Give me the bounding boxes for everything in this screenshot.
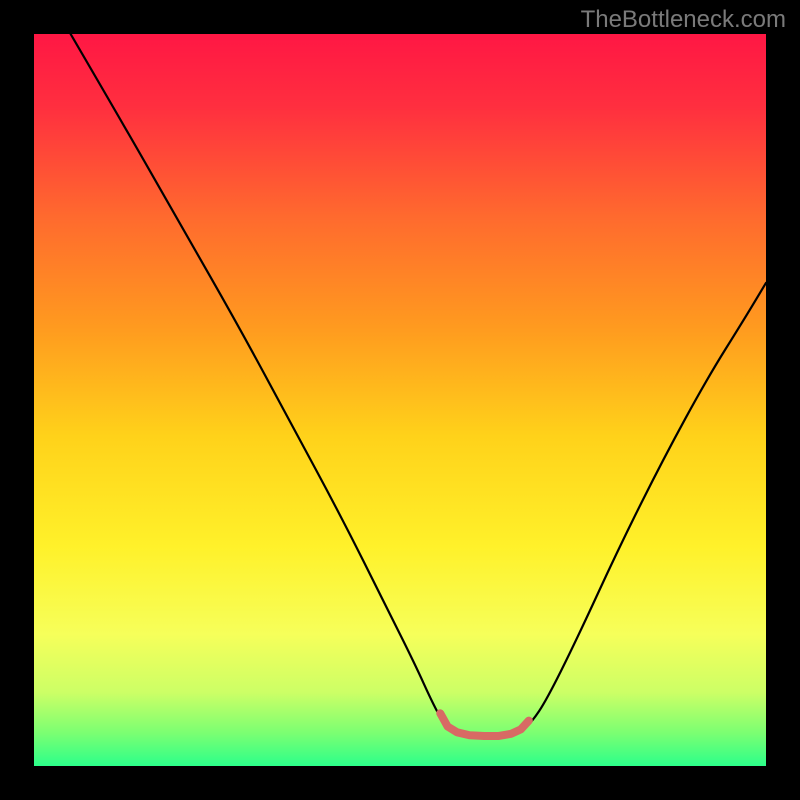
chart-svg (0, 0, 800, 800)
bottleneck-chart: TheBottleneck.com (0, 0, 800, 800)
